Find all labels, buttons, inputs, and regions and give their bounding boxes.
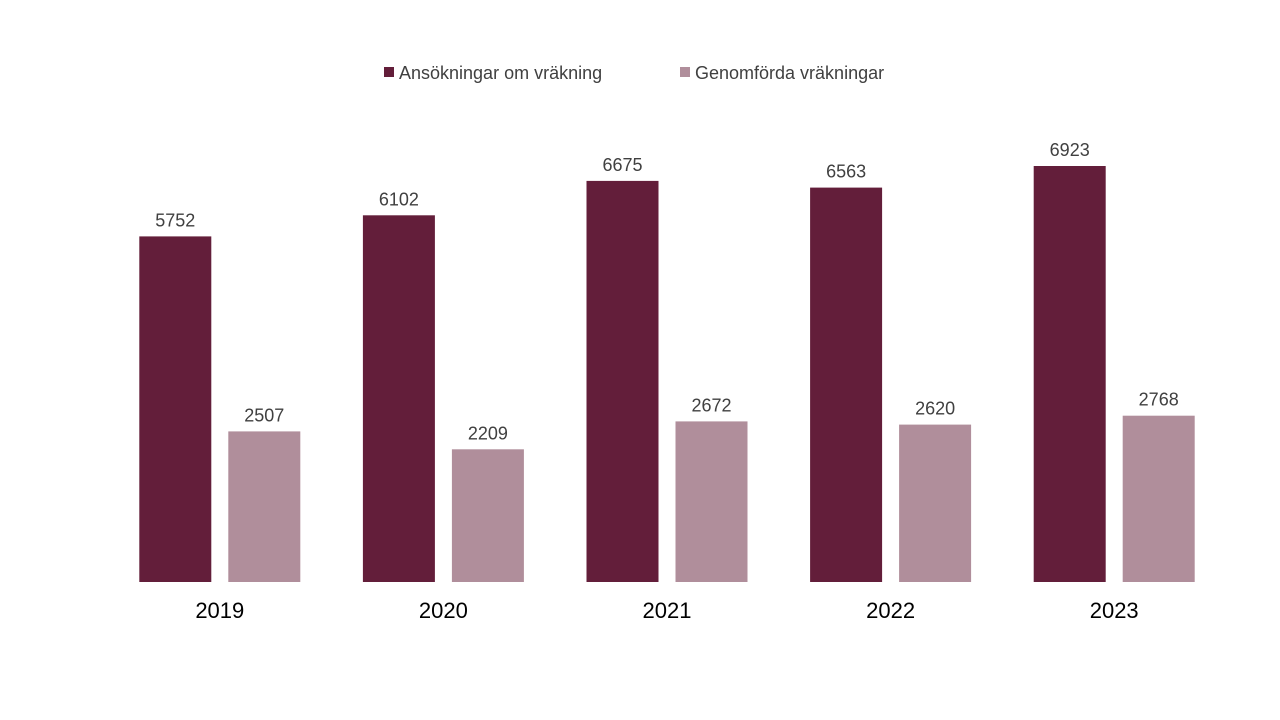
- bar-2021-series-2: [675, 421, 748, 582]
- value-label-2023-series-1: 6923: [1050, 140, 1090, 160]
- value-label-2019-series-1: 5752: [155, 210, 195, 230]
- bar-2021-series-1: [586, 180, 659, 582]
- legend-item-2: Genomförda vräkningar: [680, 63, 884, 83]
- value-label-2019-series-2: 2507: [244, 405, 284, 425]
- bar-2022-series-1: [810, 187, 883, 582]
- x-tick-label-2020: 2020: [419, 598, 468, 623]
- bar-2019-series-2: [228, 431, 301, 582]
- legend-label: Ansökningar om vräkning: [399, 63, 602, 83]
- value-labels: 5752 2507 6102 2209 6675 2672 6563 2620 6923 2768: [155, 140, 1178, 443]
- x-tick-label-2023: 2023: [1090, 598, 1139, 623]
- value-label-2020-series-1: 6102: [379, 189, 419, 209]
- bar-2022-series-2: [899, 424, 972, 582]
- value-label-2023-series-2: 2768: [1139, 390, 1179, 410]
- x-tick-label-2019: 2019: [195, 598, 244, 623]
- legend: Ansökningar om vräkning Genomförda vräkni…: [384, 63, 884, 83]
- x-tick-label-2021: 2021: [643, 598, 692, 623]
- legend-label: Genomförda vräkningar: [695, 63, 884, 83]
- value-label-2022-series-1: 6563: [826, 162, 866, 182]
- bar-2020-series-2: [451, 449, 524, 582]
- bar-2023-series-1: [1033, 166, 1106, 582]
- bars: [139, 166, 1195, 583]
- x-tick-label-2022: 2022: [866, 598, 915, 623]
- x-axis: 2019 2020 2021 2022 2023: [195, 598, 1138, 623]
- value-label-2021-series-1: 6675: [602, 155, 642, 175]
- value-label-2020-series-2: 2209: [468, 423, 508, 443]
- legend-swatch: [384, 67, 394, 77]
- bar-2019-series-1: [139, 236, 212, 582]
- legend-item-1: Ansökningar om vräkning: [384, 63, 602, 83]
- bar-2023-series-2: [1122, 415, 1195, 582]
- bar-2020-series-1: [362, 215, 435, 583]
- legend-swatch: [680, 67, 690, 77]
- value-label-2021-series-2: 2672: [691, 395, 731, 415]
- value-label-2022-series-2: 2620: [915, 399, 955, 419]
